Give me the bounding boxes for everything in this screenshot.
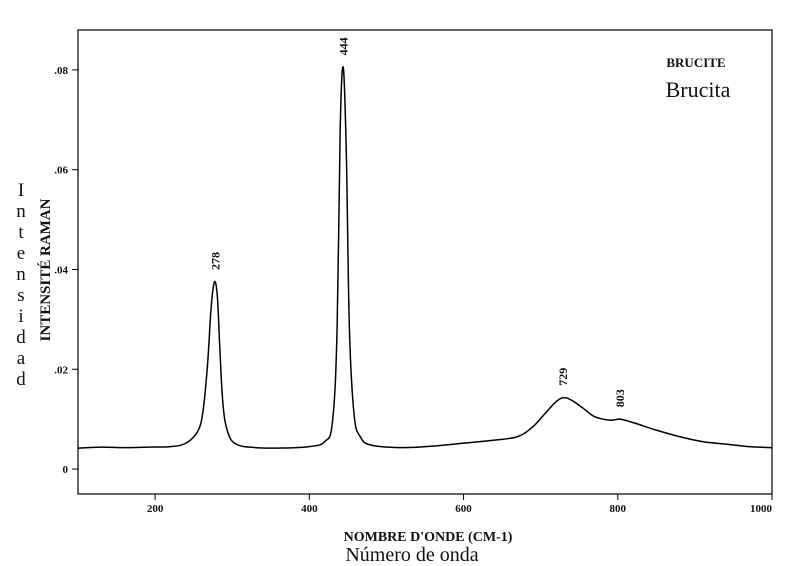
y-axis-label-letter: d: [16, 369, 26, 390]
peak-label: 278: [208, 252, 222, 270]
x-axis: 200 400 600 800 1000: [147, 494, 773, 515]
y-axis-label-letter: d: [16, 327, 26, 348]
y-axis-label-letter: e: [17, 243, 25, 264]
y-axis-label-letter: t: [18, 222, 24, 243]
x-tick-label: 800: [610, 503, 627, 515]
peak-label: 729: [556, 368, 570, 386]
peak-labels: 278 444 729 803: [208, 37, 627, 407]
y-tick-label: .06: [54, 165, 68, 177]
y-axis-label-letter: I: [18, 180, 24, 201]
peak-label: 803: [613, 389, 627, 407]
x-tick-label: 600: [455, 503, 472, 515]
y-axis-label-letter: n: [16, 264, 26, 285]
y-tick-label: 0: [63, 464, 69, 476]
y-axis-label-letter: s: [17, 285, 24, 306]
x-tick-label: 1000: [750, 503, 773, 515]
chart-title: BRUCITE: [666, 55, 725, 70]
y-axis-label-letter: a: [17, 348, 26, 369]
y-tick-label: .04: [54, 264, 68, 276]
spectrum-line: [77, 66, 773, 449]
peak-label: 444: [336, 37, 350, 55]
x-axis-label: NOMBRE D'ONDE (CM-1): [344, 530, 513, 545]
y-axis-label-letter: n: [16, 201, 26, 222]
x-tick-label: 400: [301, 503, 318, 515]
y-tick-label: .08: [54, 65, 68, 77]
y-axis: 0 .02 .04 .06 .08: [54, 65, 78, 476]
x-axis-label-secondary: Número de onda: [345, 544, 478, 566]
y-axis-label-letter: i: [18, 306, 23, 327]
x-tick-label: 200: [147, 503, 164, 515]
chart-subtitle: Brucita: [666, 77, 731, 102]
y-axis-label: INTENSITÉ RAMAN: [37, 198, 54, 341]
y-tick-label: .02: [54, 364, 68, 376]
plot-frame: [77, 29, 773, 495]
